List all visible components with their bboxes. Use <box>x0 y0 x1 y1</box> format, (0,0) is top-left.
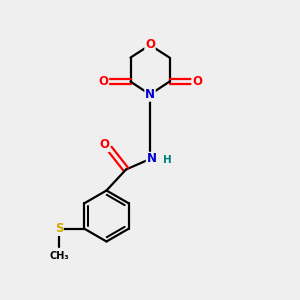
Text: O: O <box>145 38 155 52</box>
Text: O: O <box>99 138 109 152</box>
Text: O: O <box>98 75 108 88</box>
Text: S: S <box>55 222 63 235</box>
Text: O: O <box>192 75 202 88</box>
Text: CH₃: CH₃ <box>49 251 69 261</box>
Text: H: H <box>163 155 171 165</box>
Text: N: N <box>145 88 155 101</box>
Text: N: N <box>146 152 157 166</box>
